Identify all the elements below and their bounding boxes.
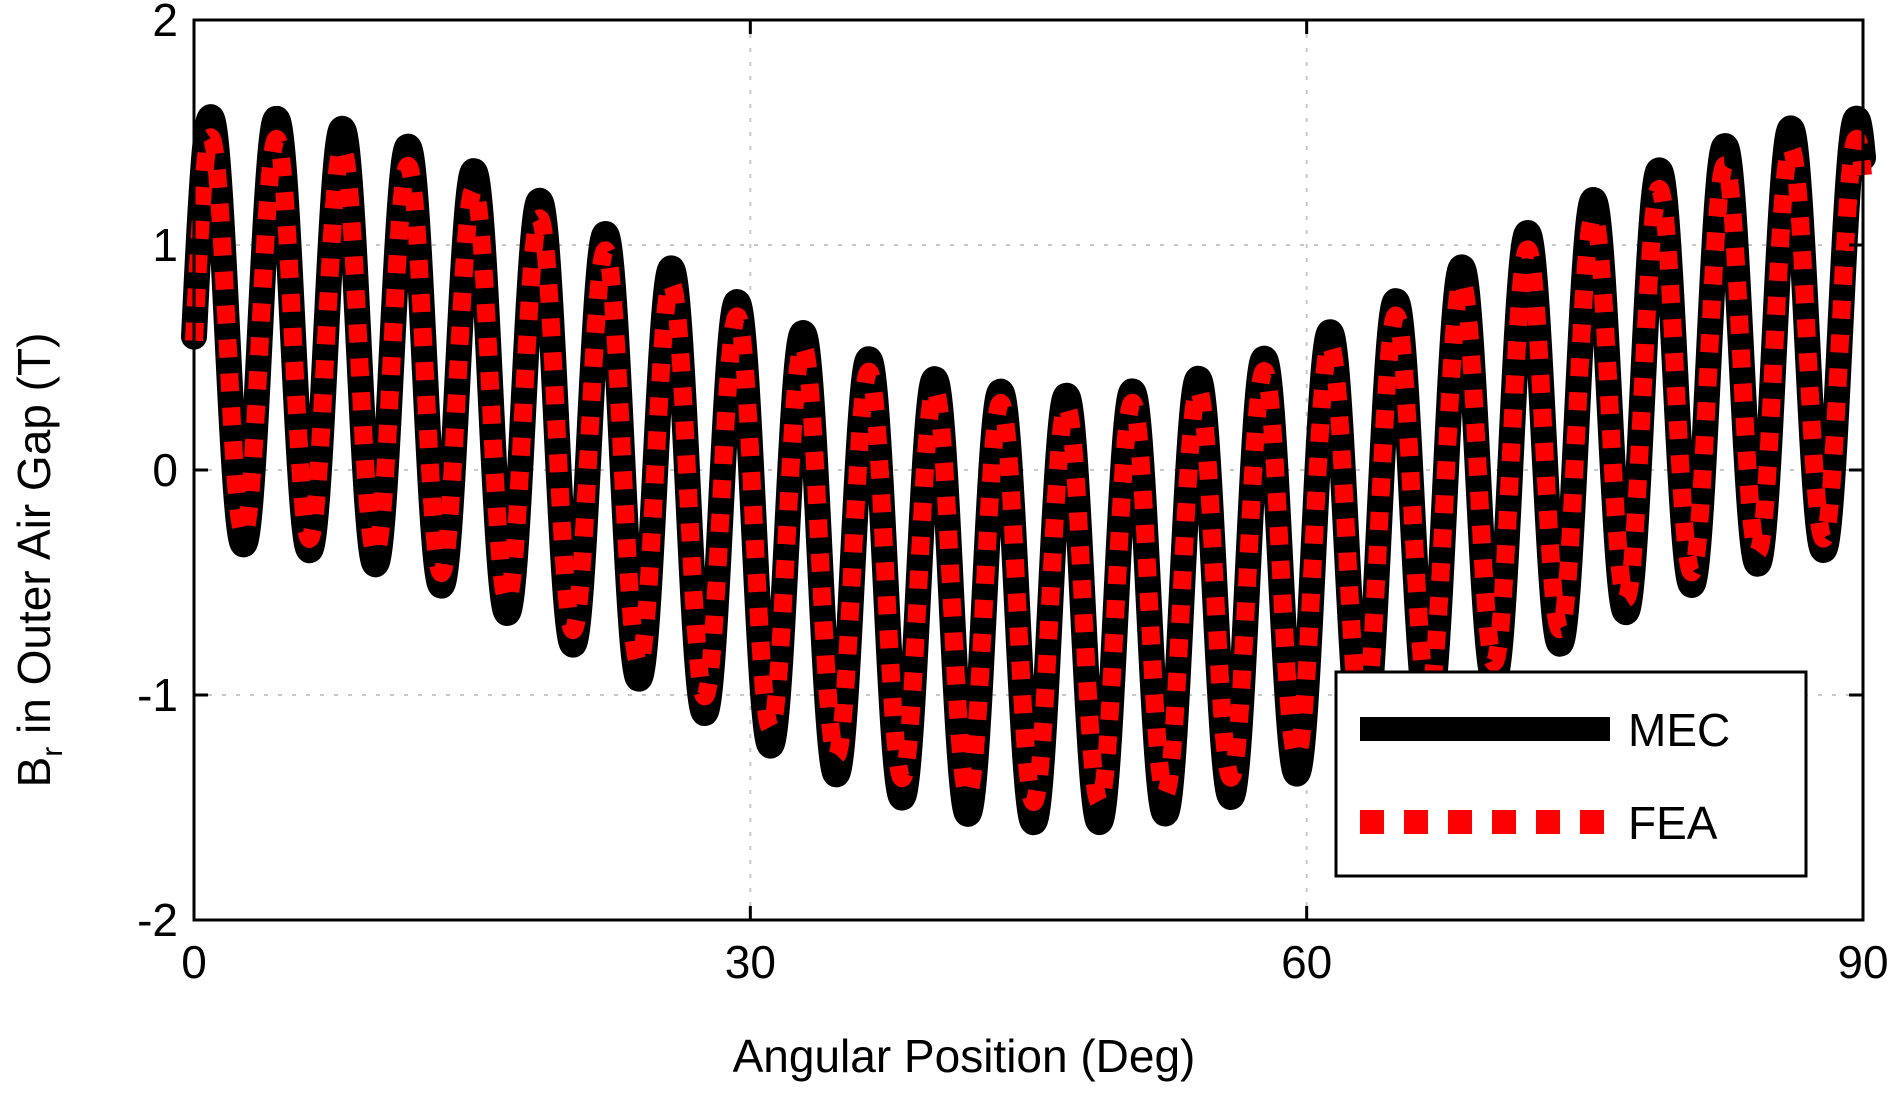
x-tick-label: 90 [1837,936,1888,988]
y-tick-label: -1 [137,669,178,721]
y-axis-title-main: B [8,757,60,788]
y-axis-title-rest: in Outer Air Gap (T) [8,333,60,747]
legend-box [1334,670,1808,878]
y-tick-label: 2 [152,0,178,46]
y-tick-label: -2 [137,894,178,946]
ticks: 0 30 60 90 -2 -1 0 1 2 [137,0,1888,988]
x-tick-label: 0 [181,936,207,988]
x-tick-label: 30 [725,936,776,988]
y-tick-label: 0 [152,444,178,496]
series-line-fea [185,128,1872,811]
legend: MEC FEA [1334,670,1808,878]
x-tick-label: 60 [1281,936,1332,988]
y-axis-title: Br in Outer Air Gap (T) [8,333,69,788]
y-tick-label: 1 [152,219,178,271]
x-axis-title: Angular Position (Deg) [733,1030,1196,1082]
series-group [181,104,1876,836]
y-axis-title-sub: r [36,747,69,757]
legend-label-mec: MEC [1628,704,1730,756]
legend-label-fea: FEA [1628,797,1718,849]
